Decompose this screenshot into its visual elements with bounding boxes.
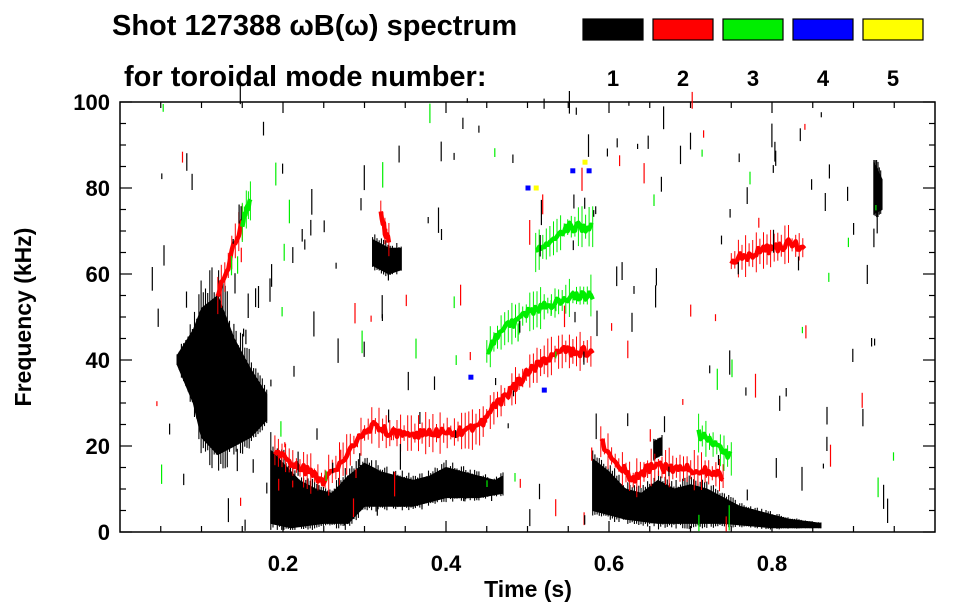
legend-label-2: 2 bbox=[677, 66, 689, 91]
axis-layer: 0.2 0.4 0.6 0.8 0 20 40 60 80 100 bbox=[73, 90, 935, 576]
legend: 1 2 3 4 5 bbox=[582, 18, 924, 91]
chart-subtitle: for toroidal mode number: bbox=[124, 61, 487, 93]
series-16-mode-5 bbox=[533, 159, 588, 191]
legend-swatch-1 bbox=[582, 18, 644, 41]
mode-point-5 bbox=[533, 185, 539, 191]
y-tick-label: 40 bbox=[86, 348, 110, 373]
legend-swatch-2 bbox=[652, 18, 714, 41]
y-axis-label: Frequency (kHz) bbox=[10, 228, 36, 407]
mode-point-4 bbox=[586, 168, 592, 174]
mode-trace-2 bbox=[273, 344, 595, 487]
series-5-mode-1 bbox=[653, 435, 663, 461]
y-tick-label: 80 bbox=[86, 176, 110, 201]
legend-swatch-4 bbox=[792, 18, 854, 41]
series-3-mode-1 bbox=[372, 234, 402, 277]
y-tick-label: 60 bbox=[86, 262, 110, 287]
x-tick-label: 0.8 bbox=[757, 551, 788, 576]
mode-point-4 bbox=[468, 374, 474, 380]
series-13-mode-3 bbox=[240, 181, 253, 242]
series-6-mode-2 bbox=[273, 331, 595, 496]
series-12-mode-3 bbox=[535, 206, 594, 273]
series-15-mode-4 bbox=[468, 168, 592, 393]
x-axis-label: Time (s) bbox=[484, 576, 572, 602]
legend-swatch-3 bbox=[722, 18, 784, 41]
series-0-mode-1 bbox=[270, 432, 504, 530]
x-tick-label: 0.2 bbox=[268, 551, 299, 576]
series-8-mode-2 bbox=[599, 426, 725, 498]
legend-label-5: 5 bbox=[887, 66, 899, 91]
mode-point-4 bbox=[525, 185, 531, 191]
noise-layer bbox=[151, 82, 895, 532]
legend-label-4: 4 bbox=[817, 66, 830, 91]
mode-point-5 bbox=[582, 159, 588, 165]
legend-label-1: 1 bbox=[607, 66, 619, 91]
y-tick-label: 100 bbox=[73, 90, 110, 115]
x-tick-label: 0.6 bbox=[594, 551, 625, 576]
mode-trace-3 bbox=[696, 429, 733, 460]
y-tick-label: 0 bbox=[98, 520, 110, 545]
mode-trace-2 bbox=[215, 219, 245, 297]
series-10-mode-2 bbox=[378, 200, 392, 257]
series-2-mode-1 bbox=[176, 267, 268, 471]
mode-point-4 bbox=[570, 168, 576, 174]
legend-label-3: 3 bbox=[747, 66, 759, 91]
chart-title: Shot 127388 ωB(ω) spectrum bbox=[112, 10, 517, 42]
plot-area: 0.2 0.4 0.6 0.8 0 20 40 60 80 100 bbox=[73, 82, 936, 576]
series-14-mode-3 bbox=[696, 413, 733, 476]
mode-point-4 bbox=[541, 387, 547, 393]
x-tick-label: 0.4 bbox=[431, 551, 462, 576]
y-tick-label: 20 bbox=[86, 434, 110, 459]
legend-swatch-5 bbox=[862, 18, 924, 41]
